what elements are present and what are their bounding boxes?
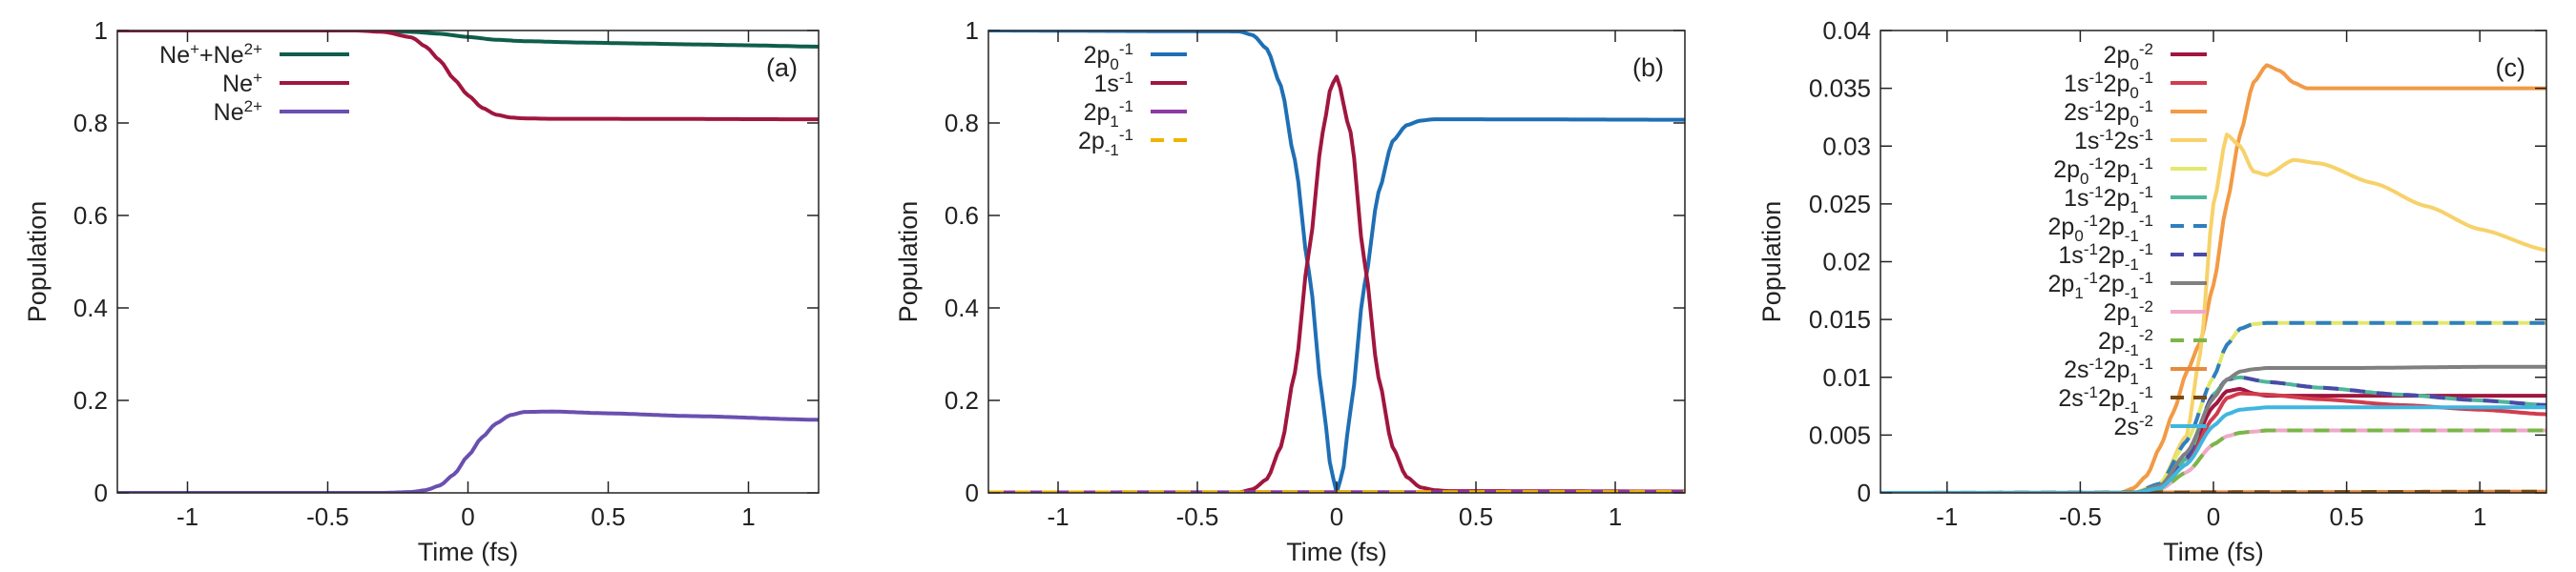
legend-entry-label: 2p0-12p1-1 xyxy=(2053,154,2153,188)
y-tick-label: 0.6 xyxy=(945,201,979,230)
series-line xyxy=(1880,405,2546,493)
panel-a: -1 -0.5 0 0.5 1 0 0.2 0.4 0.6 0.8 1 Time (fs) Popula… xyxy=(23,16,820,566)
x-tick-label: -0.5 xyxy=(2059,502,2102,531)
legend-entry-label: 2p1-1 xyxy=(1084,97,1133,131)
x-tick-label: 0 xyxy=(2207,502,2220,531)
legend-entry-label: 1s-12s-1 xyxy=(2074,126,2153,154)
legend-entry-label: Ne2+ xyxy=(214,97,262,126)
y-tick-label: 0.4 xyxy=(945,294,979,322)
legend-entry-label: 2s-12p0-1 xyxy=(2064,97,2153,131)
legend-entry-label: 2p-1-2 xyxy=(2098,326,2153,359)
x-axis-label: Time (fs) xyxy=(1286,538,1386,566)
y-axis-label: Population xyxy=(1757,201,1786,323)
x-tick-label: 0.5 xyxy=(2330,502,2364,531)
plot-area xyxy=(1880,63,2546,493)
y-tick-label: 1 xyxy=(94,16,108,45)
legend-entry-label: 2s-12p1-1 xyxy=(2064,355,2153,388)
y-tick-label: 0.6 xyxy=(73,201,108,230)
y-tick-label: 0.8 xyxy=(945,109,979,137)
x-tick-label: -0.5 xyxy=(306,502,349,531)
y-tick-label: 0.2 xyxy=(73,386,108,415)
series-line xyxy=(1880,133,2546,493)
x-tick-label: 0.5 xyxy=(1459,502,1493,531)
legend-entry-label: 2s-2 xyxy=(2113,412,2153,440)
y-tick-label: 0.015 xyxy=(1809,305,1871,334)
legend-entry-label: 2p1-12p-1-1 xyxy=(2048,269,2153,302)
plot-frame xyxy=(1880,30,2547,494)
panel-label: (c) xyxy=(2496,53,2525,82)
y-tick-label: 0.025 xyxy=(1809,190,1871,218)
y-tick-label: 0 xyxy=(1858,479,1871,507)
series-line xyxy=(1880,320,2546,493)
y-tick-label: 0.8 xyxy=(73,109,108,137)
series-line xyxy=(1880,63,2546,493)
x-tick-label: 1 xyxy=(2473,502,2486,531)
legend-entry-label: 2p-1-1 xyxy=(1078,126,1133,159)
y-tick-label: 0.01 xyxy=(1822,363,1871,392)
legend: Ne++Ne2+Ne+Ne2+ xyxy=(159,40,349,126)
legend-entry-label: 2p0-1 xyxy=(1084,40,1133,73)
y-tick-label: 0 xyxy=(94,479,108,507)
y-tick-label: 0.03 xyxy=(1822,132,1871,160)
panel-b: -1 -0.5 0 0.5 1 0 0.2 0.4 0.6 0.8 1 Time (fs) Popula… xyxy=(894,16,1686,566)
legend-entry-label: 1s-12p1-1 xyxy=(2064,183,2153,216)
y-tick-label: 1 xyxy=(966,16,979,45)
x-tick-label: 0 xyxy=(1330,502,1343,531)
series-line xyxy=(1880,386,2546,493)
x-axis-label: Time (fs) xyxy=(2163,538,2263,566)
panel-label: (a) xyxy=(766,53,798,82)
x-tick-label: -1 xyxy=(1936,502,1958,531)
series-line xyxy=(117,409,819,493)
x-tick-label: 1 xyxy=(1609,502,1622,531)
legend-entry-label: 2p1-2 xyxy=(2104,297,2153,331)
legend-entry-label: 2p0-2 xyxy=(2104,40,2153,73)
y-tick-label: 0.02 xyxy=(1822,248,1871,276)
panel-label: (b) xyxy=(1632,53,1664,82)
legend-entry-label: Ne++Ne2+ xyxy=(159,40,262,69)
y-tick-label: 0.04 xyxy=(1822,16,1871,45)
x-tick-label: 1 xyxy=(741,502,755,531)
series-line xyxy=(117,31,819,122)
series-line xyxy=(1880,428,2546,493)
x-tick-label: 0.5 xyxy=(591,502,625,531)
legend-entry-label: Ne+ xyxy=(222,69,262,97)
y-axis-label: Population xyxy=(894,201,923,323)
series-line xyxy=(1880,364,2546,493)
y-tick-label: 0 xyxy=(966,479,979,507)
x-tick-label: -0.5 xyxy=(1176,502,1219,531)
panel-c: -1 -0.5 0 0.5 1 0 0.005 0.01 0.015 0.02 0.025 0.03 0… xyxy=(1757,16,2547,566)
x-tick-label: 0 xyxy=(461,502,474,531)
y-tick-label: 0.2 xyxy=(945,386,979,415)
legend: 2p0-21s-12p0-12s-12p0-11s-12s-12p0-12p1-… xyxy=(2048,40,2207,440)
series-line xyxy=(1880,375,2546,493)
x-tick-label: -1 xyxy=(177,502,198,531)
legend-entry-label: 2s-12p-1-1 xyxy=(2058,383,2153,417)
y-axis-label: Population xyxy=(23,201,52,323)
legend-entry-label: 1s-12p-1-1 xyxy=(2058,240,2153,274)
x-axis-label: Time (fs) xyxy=(418,538,518,566)
y-tick-label: 0.005 xyxy=(1809,420,1871,449)
legend-entry-label: 1s-1 xyxy=(1093,69,1133,97)
y-tick-label: 0.035 xyxy=(1809,74,1871,103)
legend-entry-label: 1s-12p0-1 xyxy=(2064,69,2153,102)
legend: 2p0-11s-12p1-12p-1-1 xyxy=(1078,40,1187,159)
y-tick-label: 0.4 xyxy=(73,294,108,322)
x-tick-label: -1 xyxy=(1047,502,1069,531)
legend-entry-label: 2p0-12p-1-1 xyxy=(2048,212,2153,245)
